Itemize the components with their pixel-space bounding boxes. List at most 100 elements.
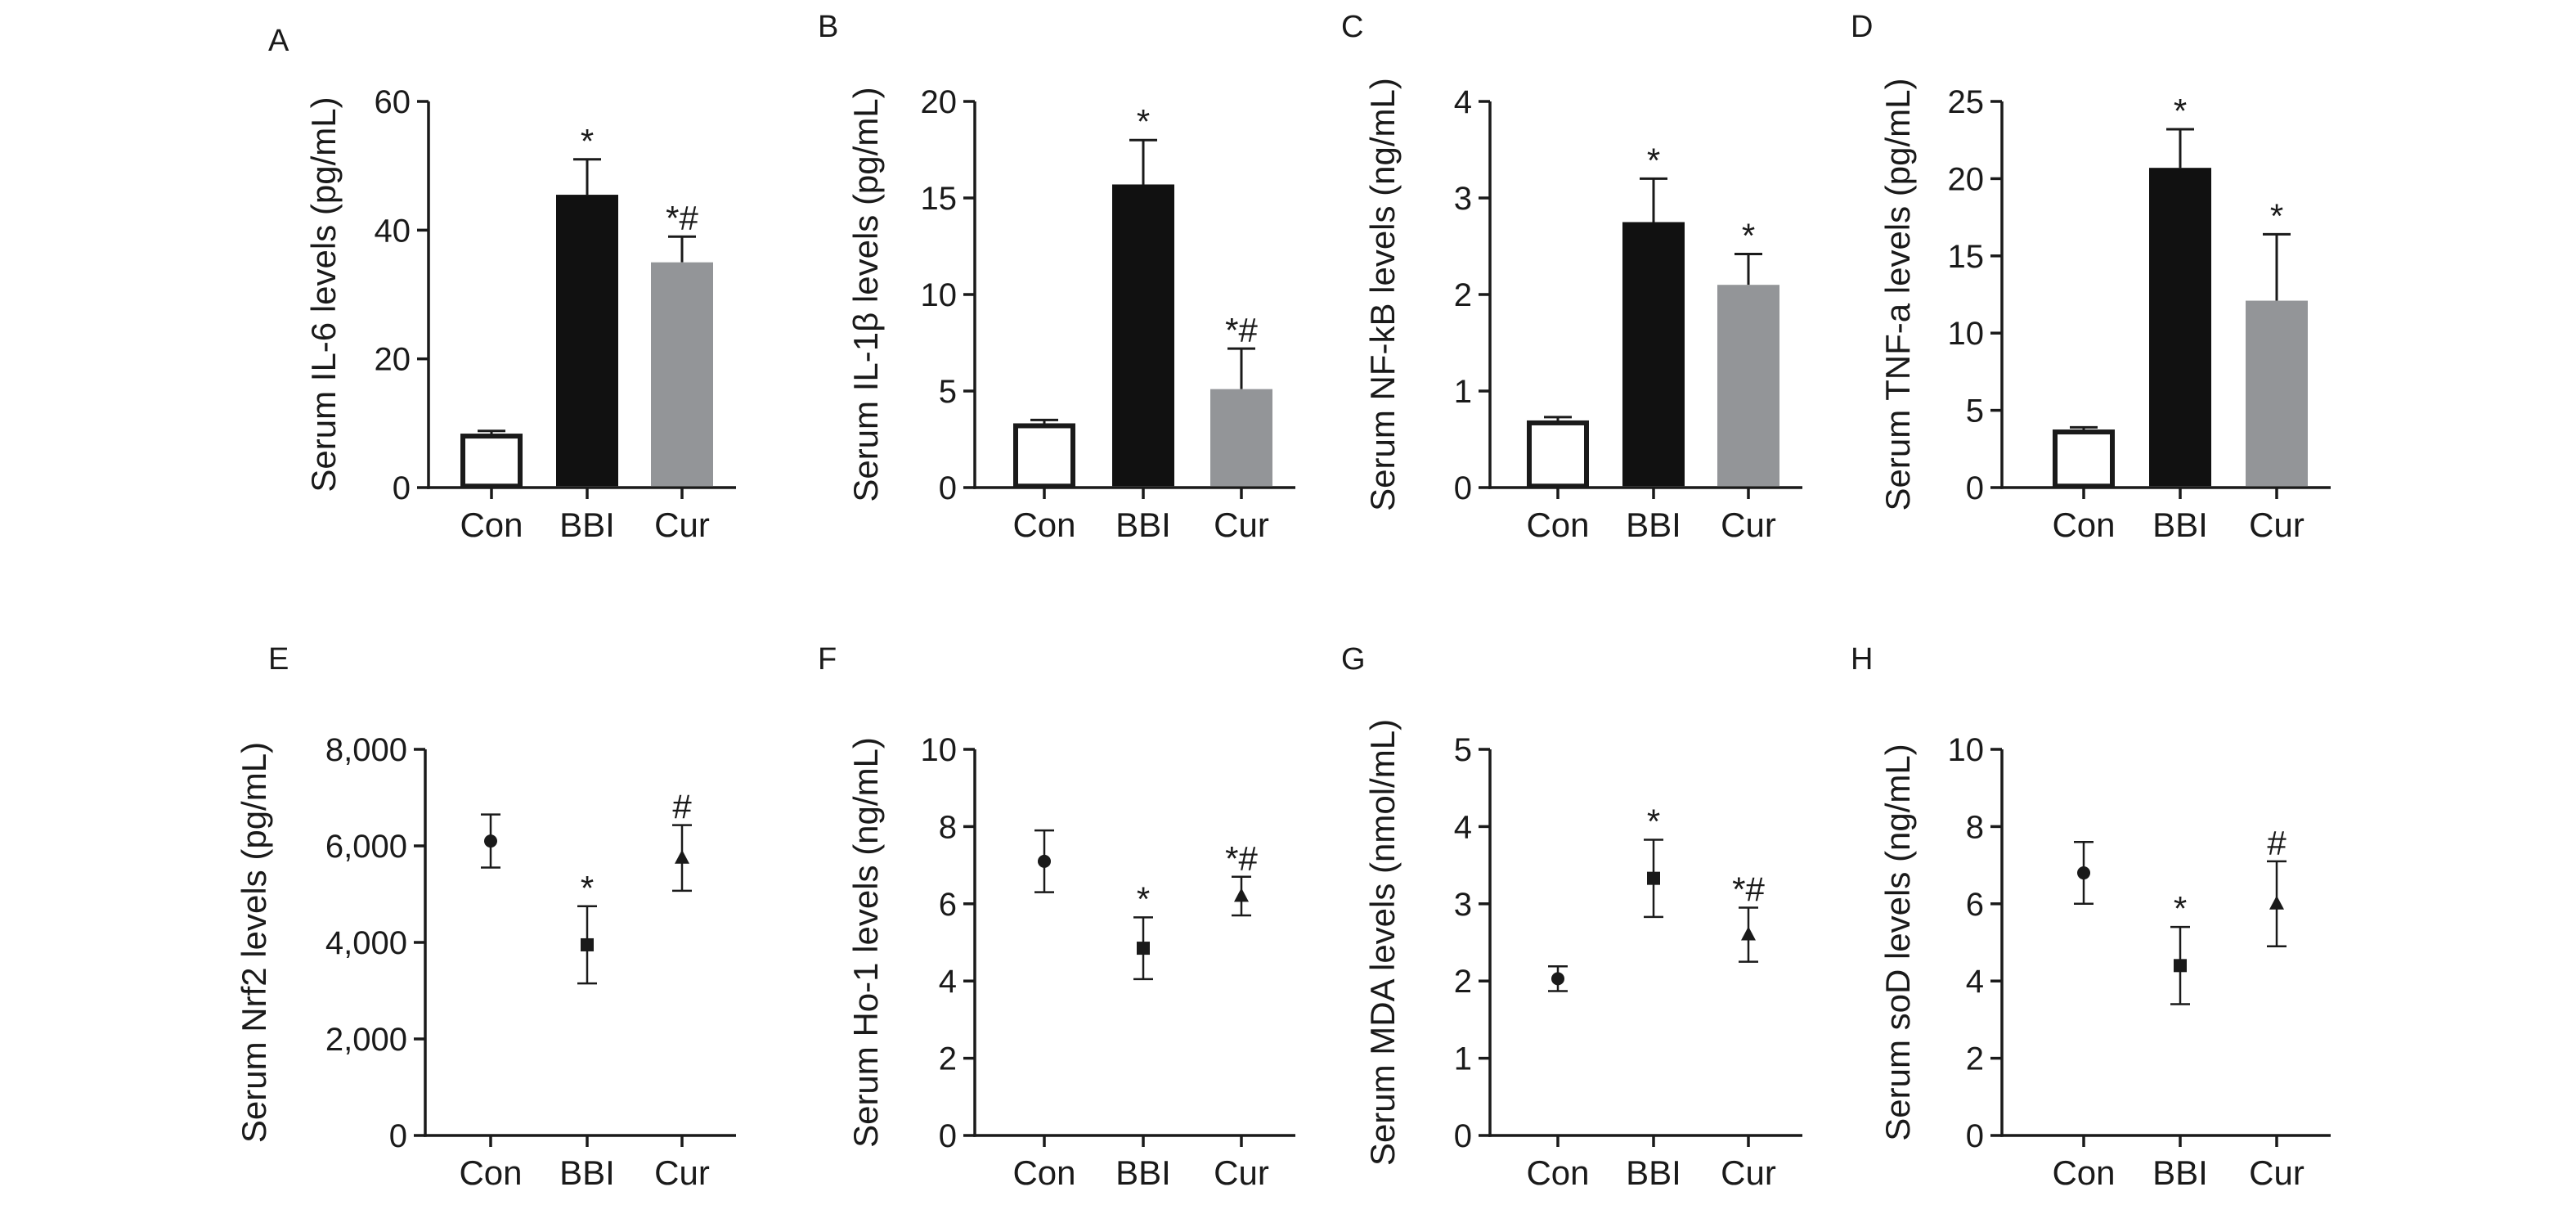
x-tick-label-d: BBI [2152,506,2208,544]
y-tick-label-d: 25 [1948,84,1985,120]
significance-label-h: * [2174,889,2187,928]
y-tick-label-g: 1 [1454,1041,1472,1077]
panel-letter-e: E [268,642,289,677]
x-tick-label-h: Con [2052,1153,2115,1192]
x-tick-label-f: Cur [1214,1153,1269,1192]
y-tick-label-d: 20 [1948,161,1985,197]
y-axis-label-e: Serum Nrf2 levels (pg/mL) [235,742,273,1143]
y-tick-label-b: 10 [921,277,958,313]
significance-label-e: * [581,869,594,907]
y-tick-label-a: 40 [375,213,411,249]
y-tick-label-d: 0 [1966,470,1984,506]
panel-letter-a: A [268,24,289,58]
y-tick-label-f: 4 [939,964,957,1000]
y-axis-label-c: Serum NF-kB levels (ng/mL) [1363,78,1402,511]
y-tick-label-a: 60 [375,84,411,120]
y-tick-label-h: 6 [1966,887,1984,923]
y-tick-label-f: 2 [939,1041,957,1077]
y-tick-label-c: 1 [1454,374,1472,410]
chart-panel-c: 0 1 2 3 4 Con BBI Cur Serum NF-kB levels (ng/mL)… [1363,78,1802,544]
x-tick-label-c: Con [1526,506,1589,544]
significance-label-h: # [2267,824,2287,862]
y-tick-label-g: 3 [1454,887,1472,923]
chart-panel-a: 0 20 40 60 Con BBI Cur Serum IL-6 levels (pg/mL… [304,84,736,544]
y-axis-label-b: Serum IL-1β levels (pg/mL) [846,87,885,501]
y-tick-label-a: 0 [393,470,411,506]
bar-bbi-c [1622,222,1685,487]
y-axis-label-d: Serum TNF-a levels (pg/mL) [1878,78,1917,510]
x-tick-label-b: Con [1012,506,1075,544]
y-tick-label-f: 8 [939,809,957,845]
x-tick-label-a: BBI [559,506,615,544]
y-tick-label-c: 4 [1454,84,1472,120]
panel-letter-d: D [1851,10,1873,44]
marker-circle-g [1551,972,1564,986]
panel-letter-c: C [1341,10,1363,44]
y-tick-label-g: 4 [1454,809,1472,845]
marker-square-g [1647,871,1660,885]
significance-label-g: *# [1732,870,1765,909]
x-tick-label-d: Con [2052,506,2115,544]
marker-triangle-h [2269,895,2284,910]
marker-square-e [581,937,594,951]
x-tick-label-c: Cur [1721,506,1776,544]
bar-cur-c [1717,285,1779,487]
bar-cur-d [2246,300,2308,487]
y-tick-label-h: 2 [1966,1041,1984,1077]
x-tick-label-h: Cur [2249,1153,2304,1192]
x-tick-label-d: Cur [2249,506,2304,544]
chart-panel-b: 0 5 10 15 20 Con BBI Cur Serum IL-1β levels (pg/… [846,84,1295,544]
y-tick-label-b: 15 [921,181,958,217]
x-tick-label-b: Cur [1214,506,1269,544]
significance-label-f: *# [1225,839,1258,878]
x-tick-label-g: Cur [1721,1153,1776,1192]
bar-bbi-a [556,195,618,487]
y-tick-label-a: 20 [375,342,411,378]
y-tick-label-e: 8,000 [325,732,407,768]
chart-panel-g: 0 1 2 3 4 5 Con BBI Cur Serum MDA levels (nmol/mL… [1363,719,1802,1192]
significance-label-g: * [1647,802,1660,840]
y-tick-label-g: 0 [1454,1118,1472,1154]
y-tick-label-e: 6,000 [325,829,407,865]
significance-label-a: * [581,122,594,160]
significance-label-d: * [2174,92,2187,130]
bar-con-c [1527,420,1589,489]
y-tick-label-d: 15 [1948,239,1985,275]
y-tick-label-e: 4,000 [325,925,407,961]
bar-cur-a [651,262,713,487]
chart-panel-h: 0 2 4 6 8 10 Con BBI Cur Serum soD levels (ng/mL)… [1878,732,2331,1192]
x-tick-label-a: Con [460,506,523,544]
y-tick-label-f: 0 [939,1118,957,1154]
x-tick-label-g: Con [1526,1153,1589,1192]
y-tick-label-d: 10 [1948,316,1985,352]
y-tick-label-d: 5 [1966,393,1984,429]
x-tick-label-f: BBI [1115,1153,1171,1192]
bar-bbi-b [1112,184,1174,487]
significance-label-c: * [1742,216,1755,254]
y-tick-label-c: 0 [1454,470,1472,506]
y-tick-label-b: 5 [939,374,957,410]
significance-label-c: * [1647,141,1660,179]
x-tick-label-e: BBI [559,1153,615,1192]
significance-label-d: * [2270,196,2283,235]
y-tick-label-h: 8 [1966,809,1984,845]
x-tick-label-e: Con [459,1153,522,1192]
significance-label-a: *# [666,199,698,237]
marker-circle-e [484,834,497,848]
marker-triangle-f [1234,888,1249,902]
y-tick-label-f: 10 [921,732,958,768]
marker-triangle-e [675,849,689,864]
significance-label-b: * [1137,102,1150,141]
bar-bbi-d [2149,168,2211,487]
marker-triangle-g [1741,926,1756,941]
y-tick-label-f: 6 [939,887,957,923]
y-tick-label-h: 10 [1948,732,1985,768]
chart-panel-e: 0 2,000 4,000 6,000 8,000 Con BBI Cur Serum Nrf2… [235,732,736,1192]
y-tick-label-b: 20 [921,84,958,120]
y-tick-label-g: 5 [1454,732,1472,768]
marker-square-f [1137,942,1150,955]
x-tick-label-c: BBI [1626,506,1681,544]
y-axis-label-g: Serum MDA levels (nmol/mL) [1363,719,1402,1166]
